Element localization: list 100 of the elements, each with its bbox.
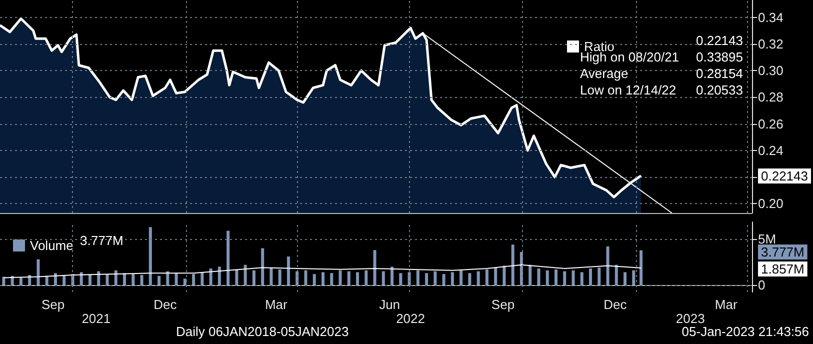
bar bbox=[347, 271, 350, 286]
bar bbox=[226, 230, 230, 286]
y-tick-label: 0 bbox=[758, 278, 766, 293]
text: 0.22143 bbox=[761, 168, 808, 184]
x2-tick-label: 2023 bbox=[676, 311, 705, 326]
bar bbox=[338, 270, 342, 286]
bar bbox=[19, 278, 22, 286]
bar bbox=[511, 244, 514, 286]
x-tick-label: Sep bbox=[491, 297, 515, 312]
y-tick-label: 0.28 bbox=[758, 90, 784, 105]
bar bbox=[2, 276, 6, 286]
y-tick-label: 5M bbox=[758, 232, 776, 247]
y-tick-label: 0.24 bbox=[758, 142, 784, 158]
bar bbox=[321, 272, 324, 286]
bar bbox=[606, 246, 610, 286]
y-tick-label: 0.34 bbox=[758, 10, 784, 25]
bar bbox=[356, 272, 360, 286]
bar bbox=[408, 272, 411, 286]
bar bbox=[589, 268, 592, 286]
bar bbox=[148, 227, 152, 286]
annotation: 3.777M bbox=[80, 233, 124, 248]
bar bbox=[235, 269, 238, 286]
annotation: 0.28154 bbox=[696, 66, 744, 81]
bar bbox=[140, 274, 144, 286]
bar bbox=[640, 250, 643, 286]
bar bbox=[330, 273, 334, 286]
annotation: Average bbox=[580, 66, 628, 81]
bar bbox=[468, 273, 472, 286]
text: 3.777M bbox=[761, 244, 804, 260]
bar bbox=[261, 248, 264, 286]
x-tick-label: Mar bbox=[714, 297, 738, 312]
bar bbox=[132, 274, 135, 286]
annotation: 0.20533 bbox=[696, 82, 744, 98]
bar bbox=[218, 266, 221, 286]
bar bbox=[476, 271, 480, 286]
bar bbox=[252, 270, 256, 286]
bar bbox=[614, 264, 618, 286]
bar bbox=[200, 272, 204, 286]
y-tick-label: 0.30 bbox=[758, 63, 784, 78]
text: Daily 06JAN2018-05JAN2023 bbox=[176, 324, 349, 339]
bar bbox=[502, 266, 506, 286]
annotation: 0.33895 bbox=[696, 50, 744, 64]
annotation: Low on 12/14/22 bbox=[580, 82, 676, 98]
annotation: 0.22143 bbox=[696, 33, 744, 48]
bar bbox=[80, 272, 83, 286]
bar bbox=[632, 270, 636, 286]
bar bbox=[572, 270, 575, 286]
bar bbox=[442, 274, 446, 286]
bar bbox=[88, 274, 92, 286]
bar bbox=[373, 250, 376, 286]
bar bbox=[563, 271, 566, 286]
legend-label: Volume bbox=[30, 238, 74, 253]
bar bbox=[270, 268, 273, 286]
bar bbox=[382, 271, 385, 286]
bar bbox=[425, 273, 428, 286]
x-tick-label: Jun bbox=[379, 297, 400, 312]
bar bbox=[416, 270, 420, 286]
bar bbox=[286, 256, 290, 286]
bar bbox=[209, 268, 212, 286]
text: 1.857M bbox=[761, 262, 804, 276]
bar bbox=[580, 272, 584, 286]
x-tick-label: Mar bbox=[264, 297, 288, 312]
y-tick-label: 0.26 bbox=[758, 116, 784, 132]
bar bbox=[54, 273, 57, 286]
bar bbox=[399, 273, 402, 286]
x-tick-label: Sep bbox=[41, 297, 65, 312]
x2-tick-label: 2021 bbox=[82, 311, 111, 326]
bar bbox=[434, 271, 437, 286]
x2-tick-label: 2022 bbox=[396, 311, 425, 326]
bar bbox=[364, 270, 368, 286]
line-series bbox=[3, 264, 642, 278]
bar bbox=[244, 264, 247, 286]
bar bbox=[624, 272, 627, 286]
bar bbox=[390, 266, 394, 286]
bar bbox=[537, 268, 540, 286]
bar bbox=[546, 270, 549, 286]
y-tick-label: 0.32 bbox=[758, 36, 784, 52]
bar bbox=[528, 264, 532, 286]
bar bbox=[183, 278, 186, 286]
bar bbox=[174, 273, 178, 286]
bar bbox=[114, 270, 118, 286]
bar bbox=[123, 273, 126, 286]
bar bbox=[304, 270, 308, 286]
bar bbox=[494, 268, 498, 286]
bar bbox=[554, 269, 558, 286]
x-tick-label: Dec bbox=[604, 297, 628, 312]
bar bbox=[450, 272, 454, 286]
y-tick-label: 0.20 bbox=[758, 196, 784, 212]
bar bbox=[192, 274, 196, 286]
x-tick-label: Dec bbox=[154, 297, 178, 312]
bar bbox=[97, 271, 100, 286]
bar bbox=[485, 269, 488, 286]
bar bbox=[278, 269, 282, 286]
text: 05-Jan-2023 21:43:56 bbox=[682, 324, 810, 339]
bar bbox=[460, 270, 463, 286]
bar bbox=[312, 274, 316, 286]
bar bbox=[598, 268, 601, 286]
bar bbox=[158, 276, 161, 286]
bar bbox=[106, 274, 109, 286]
bar bbox=[36, 259, 40, 286]
